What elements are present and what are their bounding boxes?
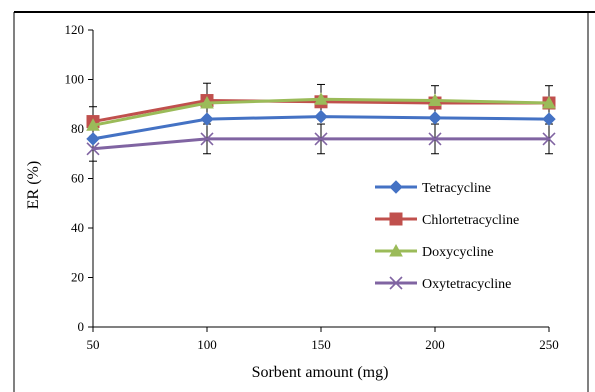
tetracycline-point [428,111,442,125]
legend-marker [389,243,403,257]
oxytetracycline-point [542,132,556,146]
legend-item-chlortetracycline: Chlortetracycline [375,212,519,228]
tetracycline-point [86,132,100,146]
y-tick-label: 100 [65,72,85,87]
doxycycline-point [428,93,442,107]
legend-item-oxytetracycline: Oxytetracycline [375,276,511,292]
y-axis-title: ER (%) [25,161,42,209]
tetracycline-point [200,112,214,126]
x-axis-title: Sorbent amount (mg) [252,364,389,381]
oxytetracycline-point [86,142,100,156]
legend-label: Tetracycline [422,181,491,196]
tetracycline-point [314,109,328,124]
y-tick-label: 0 [78,319,85,334]
legend-label: Oxytetracycline [422,277,511,292]
doxycycline-point [86,118,100,131]
legend-item-tetracycline: Tetracycline [375,180,491,196]
y-tick-label: 80 [71,121,84,136]
legend-label: Doxycycline [422,245,494,260]
legend-marker [389,180,403,194]
legend-marker [389,212,403,226]
doxycycline-point [314,92,328,105]
oxytetracycline-point [428,132,442,146]
series-layer [86,82,556,162]
legend-item-doxycycline: Doxycycline [375,243,494,260]
legend-label: Chlortetracycline [422,213,519,228]
x-tick-label: 50 [87,337,100,352]
y-tick-label: 40 [71,220,84,235]
y-tick-label: 20 [71,270,84,285]
legend-marker [389,276,403,290]
y-tick-label: 120 [65,22,85,37]
doxycycline-point [542,95,556,109]
doxycycline-point [200,95,214,109]
x-tick-label: 200 [425,337,445,352]
oxytetracycline-point [200,132,214,146]
chart-legend: Tetracycline Chlortetracycline Doxycycline… [375,180,519,292]
x-tick-label: 100 [197,337,217,352]
oxytetracycline-point [314,132,328,146]
plot-axes: 0 20 40 60 80 100 120 50 100 150 200 250 [65,22,559,352]
x-tick-label: 150 [311,337,331,352]
x-tick-label: 250 [539,337,559,352]
tetracycline-point [542,112,556,126]
y-tick-label: 60 [71,171,84,186]
